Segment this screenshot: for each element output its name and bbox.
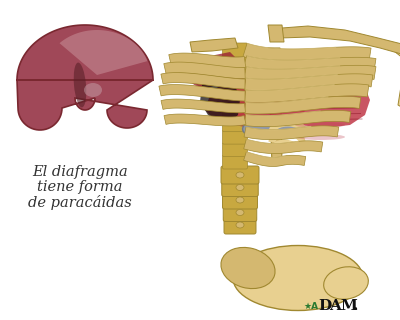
Polygon shape	[245, 84, 369, 102]
Text: A: A	[329, 299, 341, 313]
FancyBboxPatch shape	[222, 142, 248, 156]
Polygon shape	[268, 25, 284, 42]
Polygon shape	[244, 139, 323, 154]
Polygon shape	[200, 75, 240, 122]
Text: D: D	[318, 299, 331, 313]
Ellipse shape	[236, 222, 244, 228]
FancyBboxPatch shape	[222, 179, 258, 196]
Text: ★A: ★A	[303, 301, 318, 310]
FancyBboxPatch shape	[222, 191, 258, 209]
FancyBboxPatch shape	[222, 130, 248, 144]
Text: .: .	[353, 299, 358, 313]
Polygon shape	[244, 65, 376, 82]
FancyBboxPatch shape	[222, 118, 248, 132]
Polygon shape	[169, 53, 246, 68]
Ellipse shape	[295, 134, 345, 140]
Ellipse shape	[295, 122, 345, 128]
FancyBboxPatch shape	[222, 93, 248, 107]
Polygon shape	[390, 48, 400, 115]
Polygon shape	[244, 152, 306, 166]
Ellipse shape	[84, 83, 102, 97]
FancyBboxPatch shape	[222, 43, 248, 57]
Polygon shape	[244, 74, 373, 91]
Ellipse shape	[236, 185, 244, 190]
Polygon shape	[190, 38, 238, 52]
Polygon shape	[190, 52, 240, 90]
Polygon shape	[268, 48, 282, 165]
Polygon shape	[245, 96, 361, 114]
FancyBboxPatch shape	[224, 216, 256, 234]
Ellipse shape	[236, 172, 244, 178]
Ellipse shape	[236, 210, 244, 215]
Ellipse shape	[295, 87, 345, 93]
Polygon shape	[243, 43, 371, 63]
Polygon shape	[164, 62, 245, 79]
FancyBboxPatch shape	[223, 204, 257, 221]
FancyBboxPatch shape	[222, 68, 248, 82]
Ellipse shape	[242, 116, 298, 138]
Ellipse shape	[324, 267, 368, 299]
Polygon shape	[300, 60, 370, 128]
Polygon shape	[205, 70, 305, 130]
Ellipse shape	[221, 247, 275, 289]
Polygon shape	[164, 114, 246, 126]
Polygon shape	[182, 55, 225, 90]
FancyBboxPatch shape	[222, 155, 248, 169]
Text: tiene forma: tiene forma	[37, 180, 123, 194]
FancyBboxPatch shape	[221, 166, 259, 184]
Ellipse shape	[295, 111, 345, 117]
Polygon shape	[244, 126, 339, 140]
Polygon shape	[244, 110, 351, 127]
Polygon shape	[280, 26, 400, 55]
Ellipse shape	[236, 197, 244, 203]
Ellipse shape	[233, 245, 363, 310]
Text: M: M	[340, 299, 357, 313]
Ellipse shape	[74, 63, 86, 108]
FancyBboxPatch shape	[222, 80, 248, 94]
Polygon shape	[159, 84, 245, 101]
Polygon shape	[60, 30, 148, 75]
Polygon shape	[243, 56, 376, 73]
FancyBboxPatch shape	[222, 105, 248, 119]
Polygon shape	[17, 25, 153, 130]
Ellipse shape	[295, 99, 345, 105]
Text: de paracáidas: de paracáidas	[28, 195, 132, 210]
FancyBboxPatch shape	[222, 55, 248, 69]
Polygon shape	[161, 73, 245, 89]
Polygon shape	[161, 99, 245, 113]
Text: El diafragma: El diafragma	[32, 165, 128, 179]
